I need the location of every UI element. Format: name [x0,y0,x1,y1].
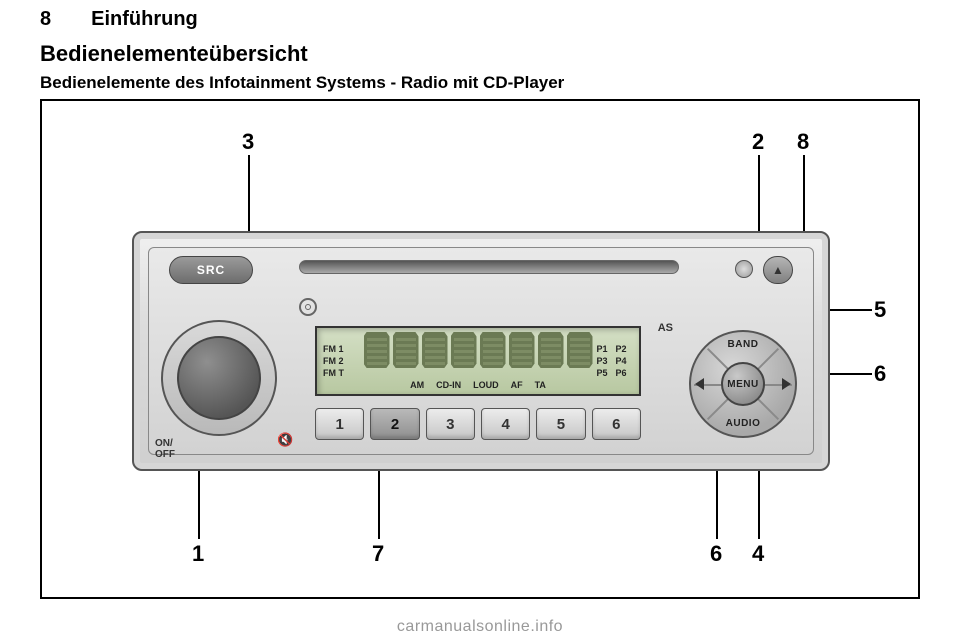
lcd-p2: P2 [616,344,627,354]
audio-button[interactable]: AUDIO [689,418,797,429]
lcd-p1: P1 [597,344,608,354]
onoff-line1: ON/ [155,438,173,449]
lcd-p4: P4 [616,356,627,366]
as-label: AS [658,322,673,334]
preset-button-4[interactable]: 4 [481,408,530,440]
lcd-segment [393,332,419,368]
lcd-loud: LOUD [473,380,499,390]
disc-indicator [735,260,753,278]
callout-line [758,155,760,239]
nav-left-icon[interactable] [695,378,704,390]
lcd-segment [538,332,564,368]
lcd-ta: TA [535,380,546,390]
lcd-p3: P3 [597,356,608,366]
callout-6r: 6 [874,361,886,387]
lcd-cdin: CD-IN [436,380,461,390]
figure-frame: 3 2 8 5 6 1 7 6 4 SRC ▲ [40,99,920,599]
src-button[interactable]: SRC [169,256,253,284]
lcd-fm2: FM 2 [323,356,360,366]
band-button[interactable]: BAND [689,339,797,350]
preset-button-1[interactable]: 1 [315,408,364,440]
callout-5: 5 [874,297,886,323]
lcd-p6: P6 [616,368,627,378]
lcd-segment [509,332,535,368]
preset-button-2[interactable]: 2 [370,408,419,440]
page-number: 8 [40,8,51,31]
preset-button-6[interactable]: 6 [592,408,641,440]
lcd-segment-row [364,332,593,368]
eject-button[interactable]: ▲ [763,256,793,284]
lcd-segment [567,332,593,368]
watermark: carmanualsonline.info [0,618,960,636]
lcd-p5: P5 [597,368,608,378]
lcd-left-labels: FM 1 FM 2 FM T [317,328,362,394]
callout-6b: 6 [710,541,722,567]
preset-row: 123456 [315,408,641,440]
callout-1: 1 [192,541,204,567]
menu-button[interactable]: MENU [721,362,765,406]
lcd-am: AM [410,380,424,390]
callout-2: 2 [752,129,764,155]
heading-overview: Bedienelementeübersicht [0,37,960,73]
preset-button-3[interactable]: 3 [426,408,475,440]
lcd-center: AM CD-IN LOUD AF TA [362,328,595,394]
onoff-line2: OFF [155,449,175,460]
lcd-bottom-row: AM CD-IN LOUD AF TA [364,380,593,390]
callout-8: 8 [797,129,809,155]
callout-7: 7 [372,541,384,567]
mute-icon: 🔇 [277,432,293,448]
onoff-label: ON/ OFF [155,438,175,460]
cd-slot[interactable] [299,260,679,274]
radio-unit: SRC ▲ ON/ OFF 🔇 AS FM 1 FM 2 F [132,231,830,471]
volume-knob[interactable] [177,336,261,420]
lcd-segment [451,332,477,368]
callout-line [248,155,250,239]
lcd-segment [480,332,506,368]
heading-sub: Bedienelemente des Infotainment Systems … [0,73,960,99]
compact-disc-logo [299,298,317,316]
radio-face: SRC ▲ ON/ OFF 🔇 AS FM 1 FM 2 F [148,247,814,455]
menu-control: BAND AUDIO MENU [689,330,797,438]
nav-right-icon[interactable] [782,378,791,390]
lcd-af: AF [511,380,523,390]
lcd-display: FM 1 FM 2 FM T AM CD-IN LOUD AF TA [315,326,641,396]
lcd-preset-grid: P1 P2 P3 P4 P5 P6 [595,328,640,394]
page: 8 Einführung Bedienelementeübersicht Bed… [0,0,960,642]
callout-3: 3 [242,129,254,155]
chapter-title: Einführung [91,8,198,31]
header: 8 Einführung [0,0,960,37]
lcd-segment [364,332,390,368]
lcd-fm1: FM 1 [323,344,360,354]
lcd-fmt: FM T [323,368,360,378]
preset-button-5[interactable]: 5 [536,408,585,440]
callout-4: 4 [752,541,764,567]
lcd-segment [422,332,448,368]
